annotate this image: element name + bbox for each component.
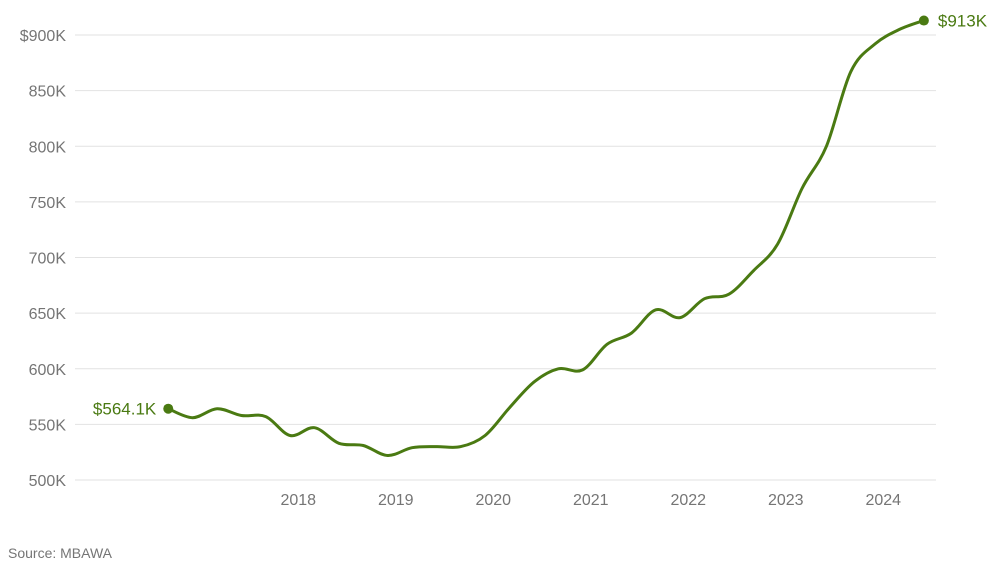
y-tick-label: 550K: [29, 417, 67, 434]
line-chart: 500K 550K 600K 650K 700K 750K 800K 850K $900K 20…: [20, 12, 988, 509]
x-tick-label: 2020: [475, 492, 511, 509]
y-tick-label: 800K: [29, 139, 67, 156]
start-point-marker: [163, 403, 174, 414]
x-tick-label: 2021: [573, 492, 609, 509]
x-tick-label: 2018: [280, 492, 316, 509]
x-axis-ticks: 2018 2019 2020 2021 2022 2023 2024: [280, 492, 901, 509]
y-axis-ticks: 500K 550K 600K 650K 700K 750K 800K 850K $900K: [20, 28, 67, 490]
y-tick-label: 850K: [29, 84, 67, 101]
end-value-label: $913K: [938, 12, 988, 31]
source-note: Source: MBAWA: [8, 545, 112, 561]
y-tick-label: 650K: [29, 306, 67, 323]
y-tick-label: $900K: [20, 28, 67, 45]
y-tick-label: 750K: [29, 195, 67, 212]
end-point-marker: [918, 15, 929, 26]
y-tick-label: 500K: [29, 473, 67, 490]
y-tick-label: 700K: [29, 251, 67, 268]
start-value-label: $564.1K: [93, 400, 157, 419]
y-tick-label: 600K: [29, 362, 67, 379]
x-tick-label: 2024: [865, 492, 901, 509]
x-tick-label: 2023: [768, 492, 804, 509]
gridlines: [75, 34, 936, 481]
x-tick-label: 2022: [670, 492, 706, 509]
series-line: [166, 19, 926, 457]
x-tick-label: 2019: [378, 492, 414, 509]
